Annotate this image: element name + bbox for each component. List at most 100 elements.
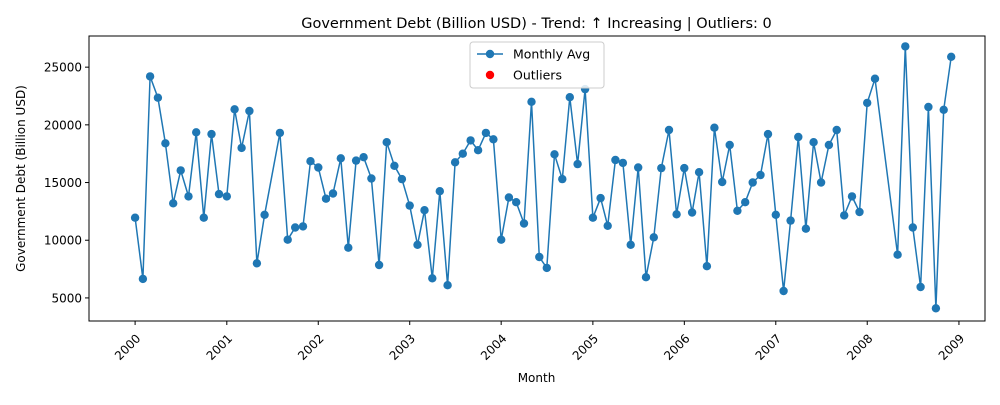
data-point — [641, 273, 651, 282]
data-point — [947, 52, 956, 61]
data-point — [741, 198, 750, 207]
data-point — [542, 263, 551, 273]
data-point — [618, 158, 628, 168]
data-point — [328, 189, 338, 198]
y-tick-label: 10000 — [44, 234, 82, 248]
legend: Monthly Avg Outliers — [469, 41, 605, 89]
data-point — [603, 221, 612, 230]
data-point — [321, 194, 331, 203]
data-point — [680, 163, 689, 173]
data-point — [664, 125, 674, 135]
y-tick-label: 25000 — [44, 61, 82, 75]
plot-area — [88, 35, 986, 322]
data-point — [733, 206, 742, 215]
data-point — [694, 168, 704, 177]
data-point — [435, 187, 444, 196]
data-point — [870, 74, 880, 83]
data-point — [336, 154, 345, 163]
data-point — [710, 123, 719, 132]
x-tick-label: 2007 — [753, 331, 784, 362]
data-point — [801, 224, 811, 233]
data-point — [252, 259, 262, 268]
x-tick-label: 2003 — [387, 331, 418, 362]
data-point — [611, 155, 620, 165]
x-axis-label: Month — [518, 371, 556, 385]
data-point — [390, 161, 399, 170]
data-point — [702, 262, 712, 271]
data-point — [718, 177, 727, 187]
data-point — [832, 125, 841, 135]
data-point — [687, 208, 697, 217]
legend-label-outliers: Outliers — [513, 68, 562, 83]
data-point — [466, 136, 475, 145]
data-point — [916, 282, 925, 292]
data-point — [939, 105, 948, 115]
data-point — [450, 158, 460, 167]
data-point — [657, 163, 666, 173]
data-point — [344, 243, 353, 252]
data-point — [489, 135, 498, 144]
data-point — [237, 143, 246, 153]
data-point — [222, 192, 231, 201]
data-point — [931, 304, 941, 313]
data-point — [145, 72, 155, 81]
data-point — [847, 192, 857, 201]
data-point — [283, 235, 292, 244]
y-tick-label: 5000 — [51, 291, 82, 305]
data-point — [184, 192, 193, 201]
data-point — [550, 150, 559, 159]
x-tick-label: 2002 — [295, 331, 326, 362]
data-point — [397, 174, 407, 184]
data-point — [756, 170, 765, 180]
data-point — [214, 189, 224, 199]
data-point — [794, 132, 803, 142]
data-point — [443, 281, 452, 290]
data-point — [207, 129, 216, 139]
data-point — [748, 178, 757, 187]
data-point — [816, 178, 826, 187]
data-point — [535, 252, 544, 262]
data-point — [771, 210, 780, 219]
x-tick-label: 2001 — [204, 331, 235, 362]
y-tick-label: 20000 — [44, 118, 82, 132]
data-point — [367, 174, 376, 183]
legend-label-monthly-avg: Monthly Avg — [513, 47, 590, 62]
x-tick-label: 2005 — [570, 331, 601, 362]
data-point — [382, 138, 391, 147]
legend-marker-outliers — [485, 70, 495, 80]
x-tick-label: 2008 — [844, 331, 875, 362]
data-point — [527, 97, 536, 107]
data-point — [855, 207, 864, 217]
data-point — [473, 146, 483, 155]
data-point — [161, 139, 170, 148]
data-point — [405, 201, 414, 210]
data-point — [306, 157, 315, 166]
data-point — [901, 42, 910, 51]
legend-marker-monthly-avg — [485, 49, 495, 59]
data-point — [504, 193, 514, 202]
data-point — [481, 128, 491, 138]
data-point — [374, 260, 384, 270]
data-point — [458, 149, 467, 158]
data-point — [573, 159, 582, 169]
data-point — [192, 128, 201, 137]
data-point — [298, 222, 308, 231]
data-point — [497, 235, 506, 244]
data-point — [672, 210, 681, 219]
data-point — [291, 223, 300, 232]
data-point — [786, 216, 795, 225]
data-point — [626, 240, 635, 249]
y-tick-label: 15000 — [44, 176, 82, 190]
data-point — [588, 213, 598, 222]
data-point — [420, 206, 429, 215]
data-point — [512, 198, 521, 207]
data-point — [130, 213, 140, 222]
data-point — [351, 156, 361, 165]
series-points-monthly-avg — [130, 42, 956, 313]
data-point — [824, 140, 834, 150]
data-point — [840, 211, 849, 220]
data-point — [359, 153, 368, 162]
x-tick-label: 2006 — [661, 331, 692, 362]
